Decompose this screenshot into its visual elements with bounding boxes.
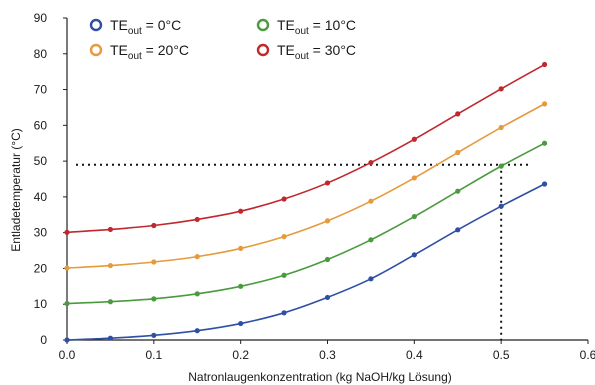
legend-item: TEout = 10°C bbox=[256, 17, 356, 37]
series-2 bbox=[64, 101, 548, 271]
data-point bbox=[541, 61, 548, 68]
data-point bbox=[194, 328, 200, 334]
x-tick-label: 0.1 bbox=[145, 348, 162, 362]
data-point bbox=[194, 216, 200, 223]
data-point bbox=[238, 208, 244, 214]
data-point bbox=[238, 245, 244, 252]
data-point bbox=[498, 163, 504, 169]
legend-label: TEout = 0°C bbox=[110, 17, 181, 37]
data-point bbox=[107, 226, 114, 233]
axes: 0 10 20 30 40 50 60 70 80 90 0.0 0.1 0.2 0.3 0.4 0.5 0.6 bbox=[34, 11, 595, 362]
legend-label: TEout = 30°C bbox=[277, 42, 356, 62]
data-point bbox=[324, 294, 331, 301]
legend-item: TEout = 20°C bbox=[89, 42, 189, 62]
series-3 bbox=[64, 61, 548, 235]
series-line bbox=[66, 183, 545, 341]
data-point bbox=[151, 259, 157, 265]
y-tick-label: 70 bbox=[34, 83, 48, 97]
data-point bbox=[151, 222, 157, 229]
data-point bbox=[151, 296, 157, 302]
data-point bbox=[324, 218, 331, 224]
y-axis-title: Entladetemperatur (°C) bbox=[9, 128, 23, 252]
data-point bbox=[455, 149, 461, 156]
x-axis-title: Natronlaugenkonzentration (kg NaOH/kg Lö… bbox=[188, 370, 451, 384]
data-point bbox=[324, 180, 331, 186]
data-point bbox=[281, 196, 287, 202]
data-point bbox=[411, 175, 417, 181]
y-tick-label: 30 bbox=[34, 226, 48, 240]
legend-item: TEout = 30°C bbox=[256, 42, 356, 62]
data-point bbox=[498, 86, 504, 92]
data-point bbox=[498, 124, 504, 131]
legend-label: TEout = 20°C bbox=[110, 42, 189, 62]
y-tick-label: 40 bbox=[34, 190, 48, 204]
data-point bbox=[411, 136, 417, 142]
data-point bbox=[107, 299, 114, 305]
data-point bbox=[368, 276, 374, 282]
series-0 bbox=[64, 181, 548, 343]
data-point bbox=[64, 229, 70, 235]
x-tick-label: 0.6 bbox=[580, 348, 595, 362]
data-point bbox=[455, 227, 461, 233]
data-point bbox=[107, 262, 114, 269]
y-tick-label: 80 bbox=[34, 47, 48, 61]
legend: TEout = 0°C TEout = 10°C TEout = 20°C TEout… bbox=[89, 17, 356, 62]
data-point bbox=[368, 198, 374, 204]
data-point bbox=[541, 140, 548, 146]
data-point bbox=[64, 337, 70, 343]
data-point bbox=[498, 203, 504, 209]
y-tick-label: 60 bbox=[34, 118, 48, 132]
data-point bbox=[324, 256, 331, 263]
data-point bbox=[281, 234, 287, 240]
series-1 bbox=[64, 140, 548, 307]
x-tick-label: 0.0 bbox=[59, 348, 76, 362]
legend-marker bbox=[256, 18, 270, 32]
y-tick-label: 10 bbox=[34, 297, 48, 311]
data-point bbox=[64, 300, 70, 307]
y-tick-label: 20 bbox=[34, 261, 48, 275]
y-tick-label: 0 bbox=[40, 333, 47, 347]
data-point bbox=[411, 213, 417, 220]
data-point bbox=[238, 283, 244, 289]
x-tick-label: 0.4 bbox=[406, 348, 423, 362]
legend-marker bbox=[89, 43, 103, 57]
data-point bbox=[64, 265, 70, 271]
y-tick-label: 90 bbox=[34, 11, 48, 25]
x-tick-label: 0.5 bbox=[493, 348, 510, 362]
y-tick-label: 50 bbox=[34, 154, 48, 168]
series-line bbox=[66, 142, 545, 305]
legend-marker bbox=[89, 18, 103, 32]
data-point bbox=[411, 252, 417, 258]
data-point bbox=[368, 159, 374, 166]
x-tick-label: 0.3 bbox=[319, 348, 336, 362]
data-point bbox=[107, 335, 114, 341]
data-point bbox=[368, 237, 374, 243]
data-point bbox=[455, 188, 461, 194]
data-point bbox=[194, 291, 200, 297]
legend-label: TEout = 10°C bbox=[277, 17, 356, 37]
data-point bbox=[541, 101, 548, 107]
x-tick-label: 0.2 bbox=[232, 348, 249, 362]
data-point bbox=[238, 320, 244, 327]
data-point bbox=[194, 254, 200, 260]
data-point bbox=[281, 310, 287, 316]
data-point bbox=[455, 111, 461, 117]
series-layer bbox=[64, 61, 548, 343]
data-point bbox=[281, 272, 287, 278]
series-line bbox=[66, 103, 545, 269]
legend-item: TEout = 0°C bbox=[89, 17, 181, 37]
data-point bbox=[541, 181, 548, 187]
legend-marker bbox=[256, 43, 270, 57]
series-line bbox=[66, 63, 545, 234]
data-point bbox=[151, 332, 157, 338]
